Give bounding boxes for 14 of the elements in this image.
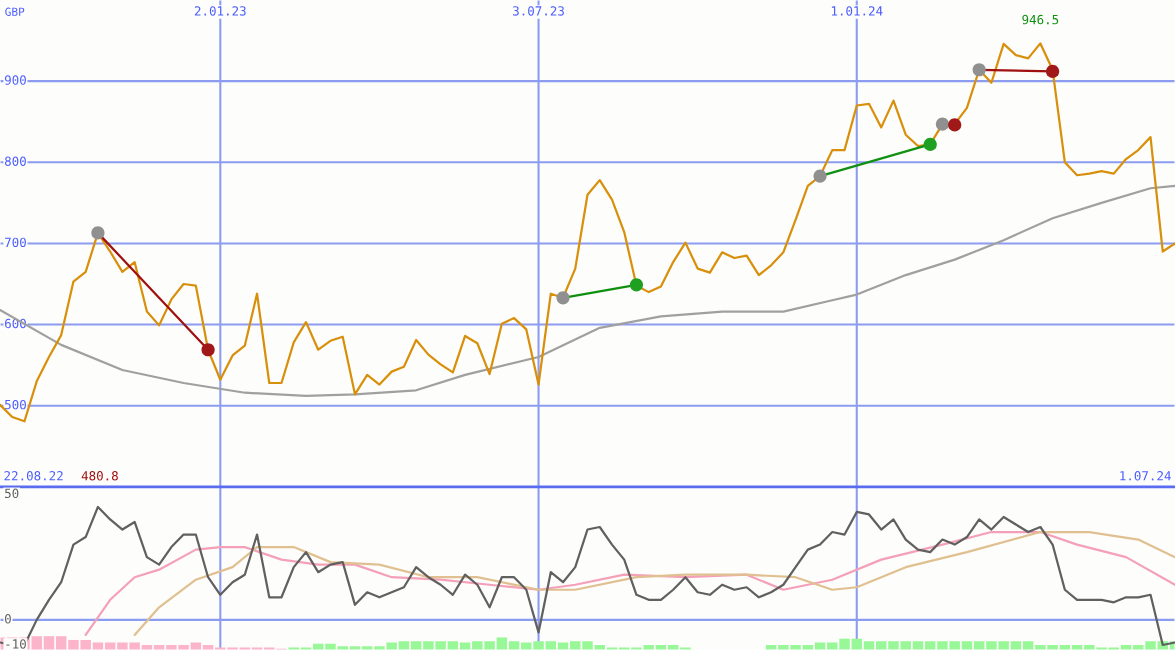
y-tick-label: 700 xyxy=(5,237,26,248)
y-axis-title: GBP xyxy=(5,7,25,16)
x-tick-label: 3.07.23 xyxy=(513,6,564,16)
y-tick-label: 900 xyxy=(4,75,26,85)
annotation: 22.08.22 xyxy=(4,471,63,481)
y-tick-label: 0 xyxy=(4,614,11,624)
x-tick-label: 2.01.23 xyxy=(194,6,246,16)
annotation: 946.5 xyxy=(1022,14,1059,25)
y-tick-label: 800 xyxy=(4,156,26,166)
y-tick-label: 50 xyxy=(5,488,19,499)
annotation: 1.07.24 xyxy=(1120,471,1171,481)
y-tick-label: 500 xyxy=(5,399,26,410)
x-tick-label: 1.01.24 xyxy=(831,6,883,16)
annotation: 480.8 xyxy=(81,471,118,481)
